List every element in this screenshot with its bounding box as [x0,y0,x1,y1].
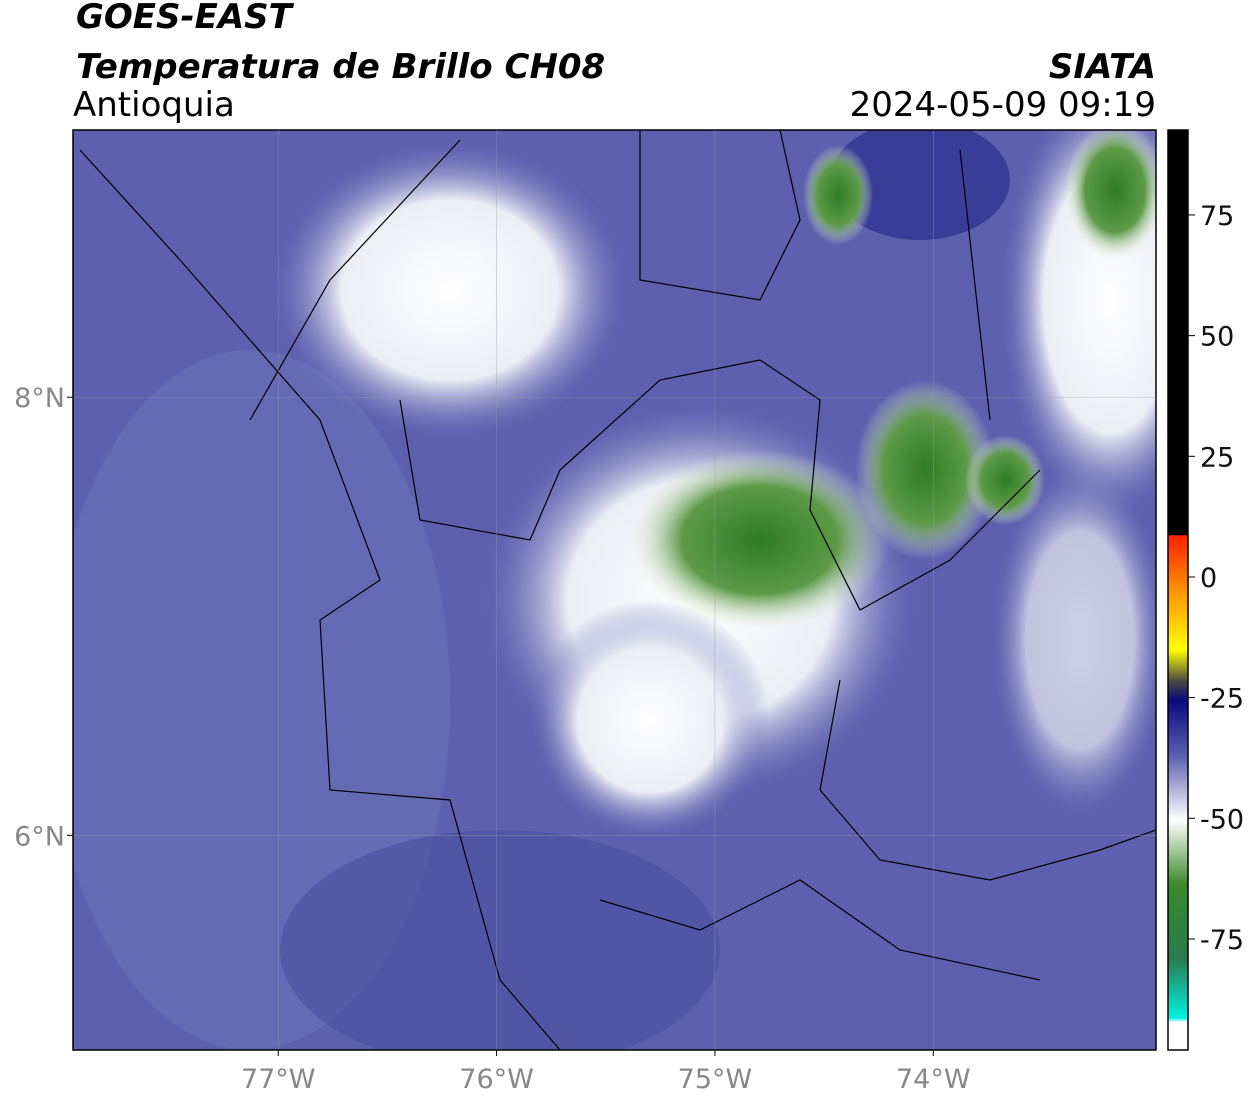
colorbar-tick-label: -50 [1200,804,1244,835]
colorbar-tick-label: -25 [1200,684,1244,715]
map-image [73,130,1156,1050]
x-tick-label: 76°W [459,1064,534,1095]
x-tick-label: 77°W [241,1064,316,1095]
title: GOES-EAST [76,0,295,37]
y-tick-label: 8°N [14,383,65,414]
source: SIATA [1049,47,1156,87]
colorbar-tick-label: 50 [1200,322,1234,353]
colorbar-tick-label: -75 [1200,925,1244,956]
region: Antioquia [73,85,235,125]
x-tick-label: 75°W [678,1064,753,1095]
y-tick-label: 6°N [14,821,65,852]
datetime: 2024-05-09 09:19 [850,85,1156,125]
colorbar-tick-label: 25 [1200,442,1234,473]
colorbar-tick-label: 75 [1200,201,1234,232]
map-frame [72,129,1157,1051]
colorbar [1167,129,1189,1051]
colorbar-tick-label: 0 [1200,563,1217,594]
subtitle: Temperatura de Brillo CH08 [76,47,605,87]
x-tick-label: 74°W [896,1064,971,1095]
